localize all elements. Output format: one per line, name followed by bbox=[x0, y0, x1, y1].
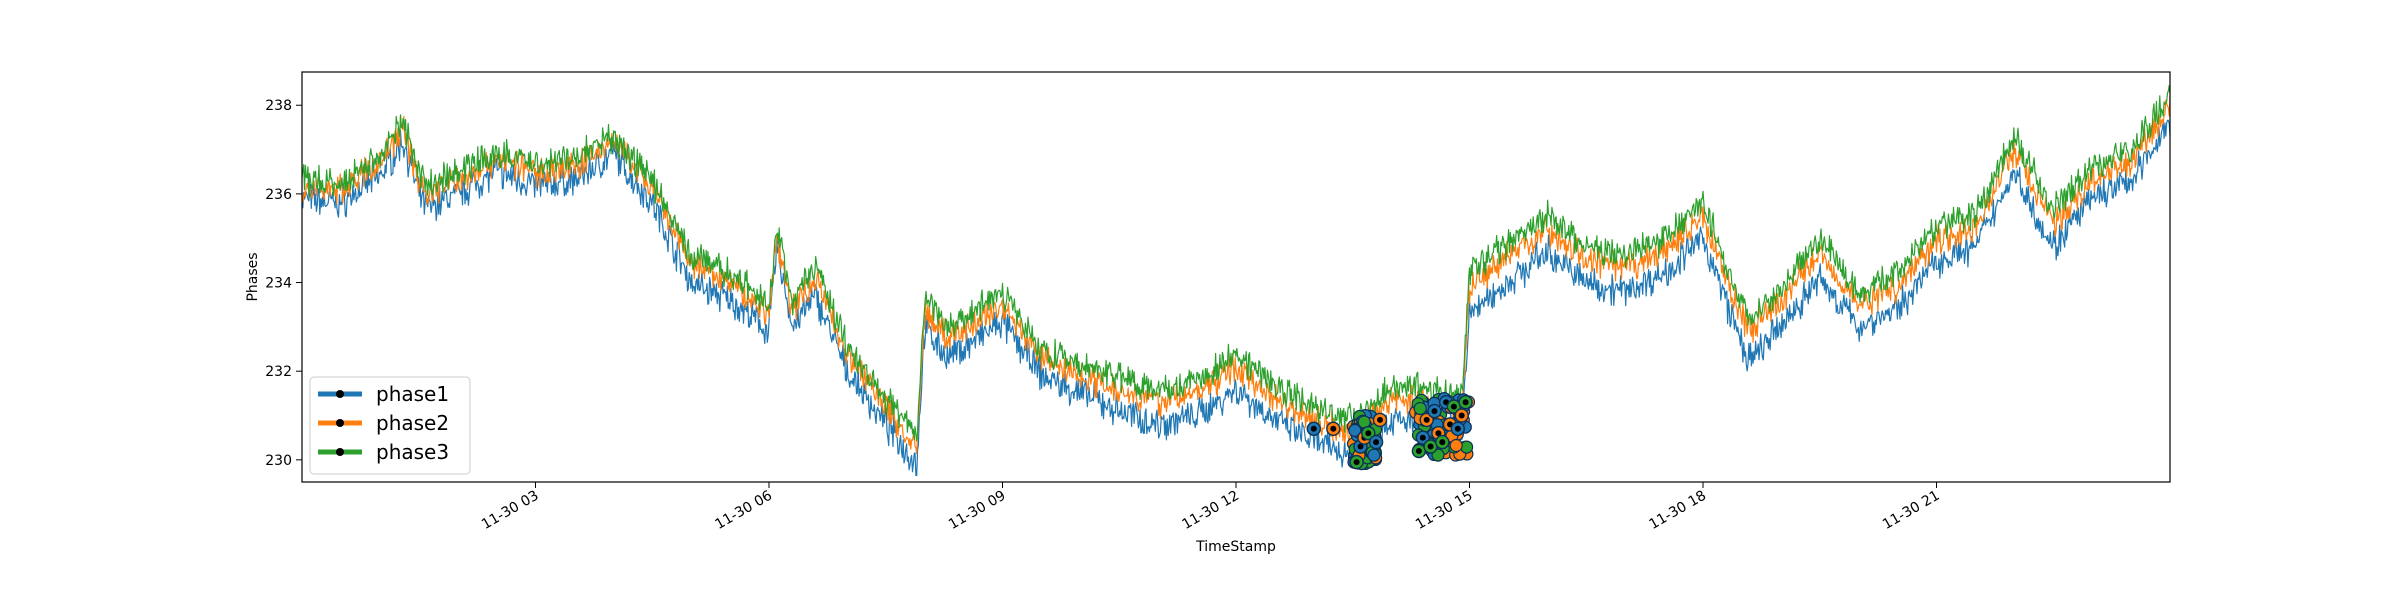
anomaly-point-center bbox=[1450, 403, 1457, 410]
y-tick-label: 238 bbox=[265, 98, 292, 114]
legend-label-phase1: phase1 bbox=[376, 382, 449, 406]
anomaly-marker bbox=[1413, 401, 1427, 416]
anomaly-point-center bbox=[1462, 399, 1469, 406]
anomaly-point-center bbox=[1431, 408, 1438, 415]
anomaly-point-center bbox=[1365, 430, 1372, 437]
anomaly-point-center bbox=[1427, 443, 1434, 450]
anomaly-marker bbox=[1367, 448, 1381, 462]
y-tick-label: 232 bbox=[265, 364, 292, 380]
legend-marker-phase3 bbox=[336, 448, 344, 456]
legend-label-phase2: phase2 bbox=[376, 411, 449, 435]
anomaly-point-center bbox=[1415, 448, 1422, 454]
anomaly-point-center bbox=[1458, 412, 1465, 419]
anomaly-point-center bbox=[1330, 425, 1337, 432]
anomaly-markers bbox=[1306, 392, 1476, 471]
plot-lines bbox=[301, 85, 2171, 477]
anomaly-point-center bbox=[1439, 439, 1446, 446]
legend-marker-phase2 bbox=[336, 419, 344, 427]
anomaly-point-center bbox=[1377, 416, 1383, 423]
legend-marker-phase1 bbox=[336, 390, 344, 398]
legend: phase1 phase2 phase3 bbox=[309, 376, 471, 475]
x-axis-label: TimeStamp bbox=[1195, 539, 1276, 555]
y-axis-label: Phases bbox=[245, 252, 261, 301]
legend-label-phase3: phase3 bbox=[376, 440, 449, 464]
anomaly-marker bbox=[1449, 438, 1463, 453]
anomaly-point-center bbox=[1419, 434, 1426, 441]
anomaly-point-center bbox=[1373, 439, 1380, 446]
y-tick-label: 236 bbox=[265, 187, 292, 203]
anomaly-point-center bbox=[1454, 425, 1461, 432]
y-tick-label: 230 bbox=[265, 453, 292, 469]
anomaly-point-center bbox=[1310, 425, 1317, 432]
anomaly-point-center bbox=[1353, 459, 1360, 466]
anomaly-point-center bbox=[1357, 443, 1364, 450]
anomaly-point-center bbox=[1435, 430, 1442, 437]
phase3-line bbox=[301, 85, 2171, 442]
anomaly-marker bbox=[1348, 423, 1362, 437]
anomaly-point-center bbox=[1423, 416, 1430, 423]
y-axis: 230 232 234 236 238 bbox=[265, 98, 302, 469]
y-tick-label: 234 bbox=[265, 276, 292, 292]
